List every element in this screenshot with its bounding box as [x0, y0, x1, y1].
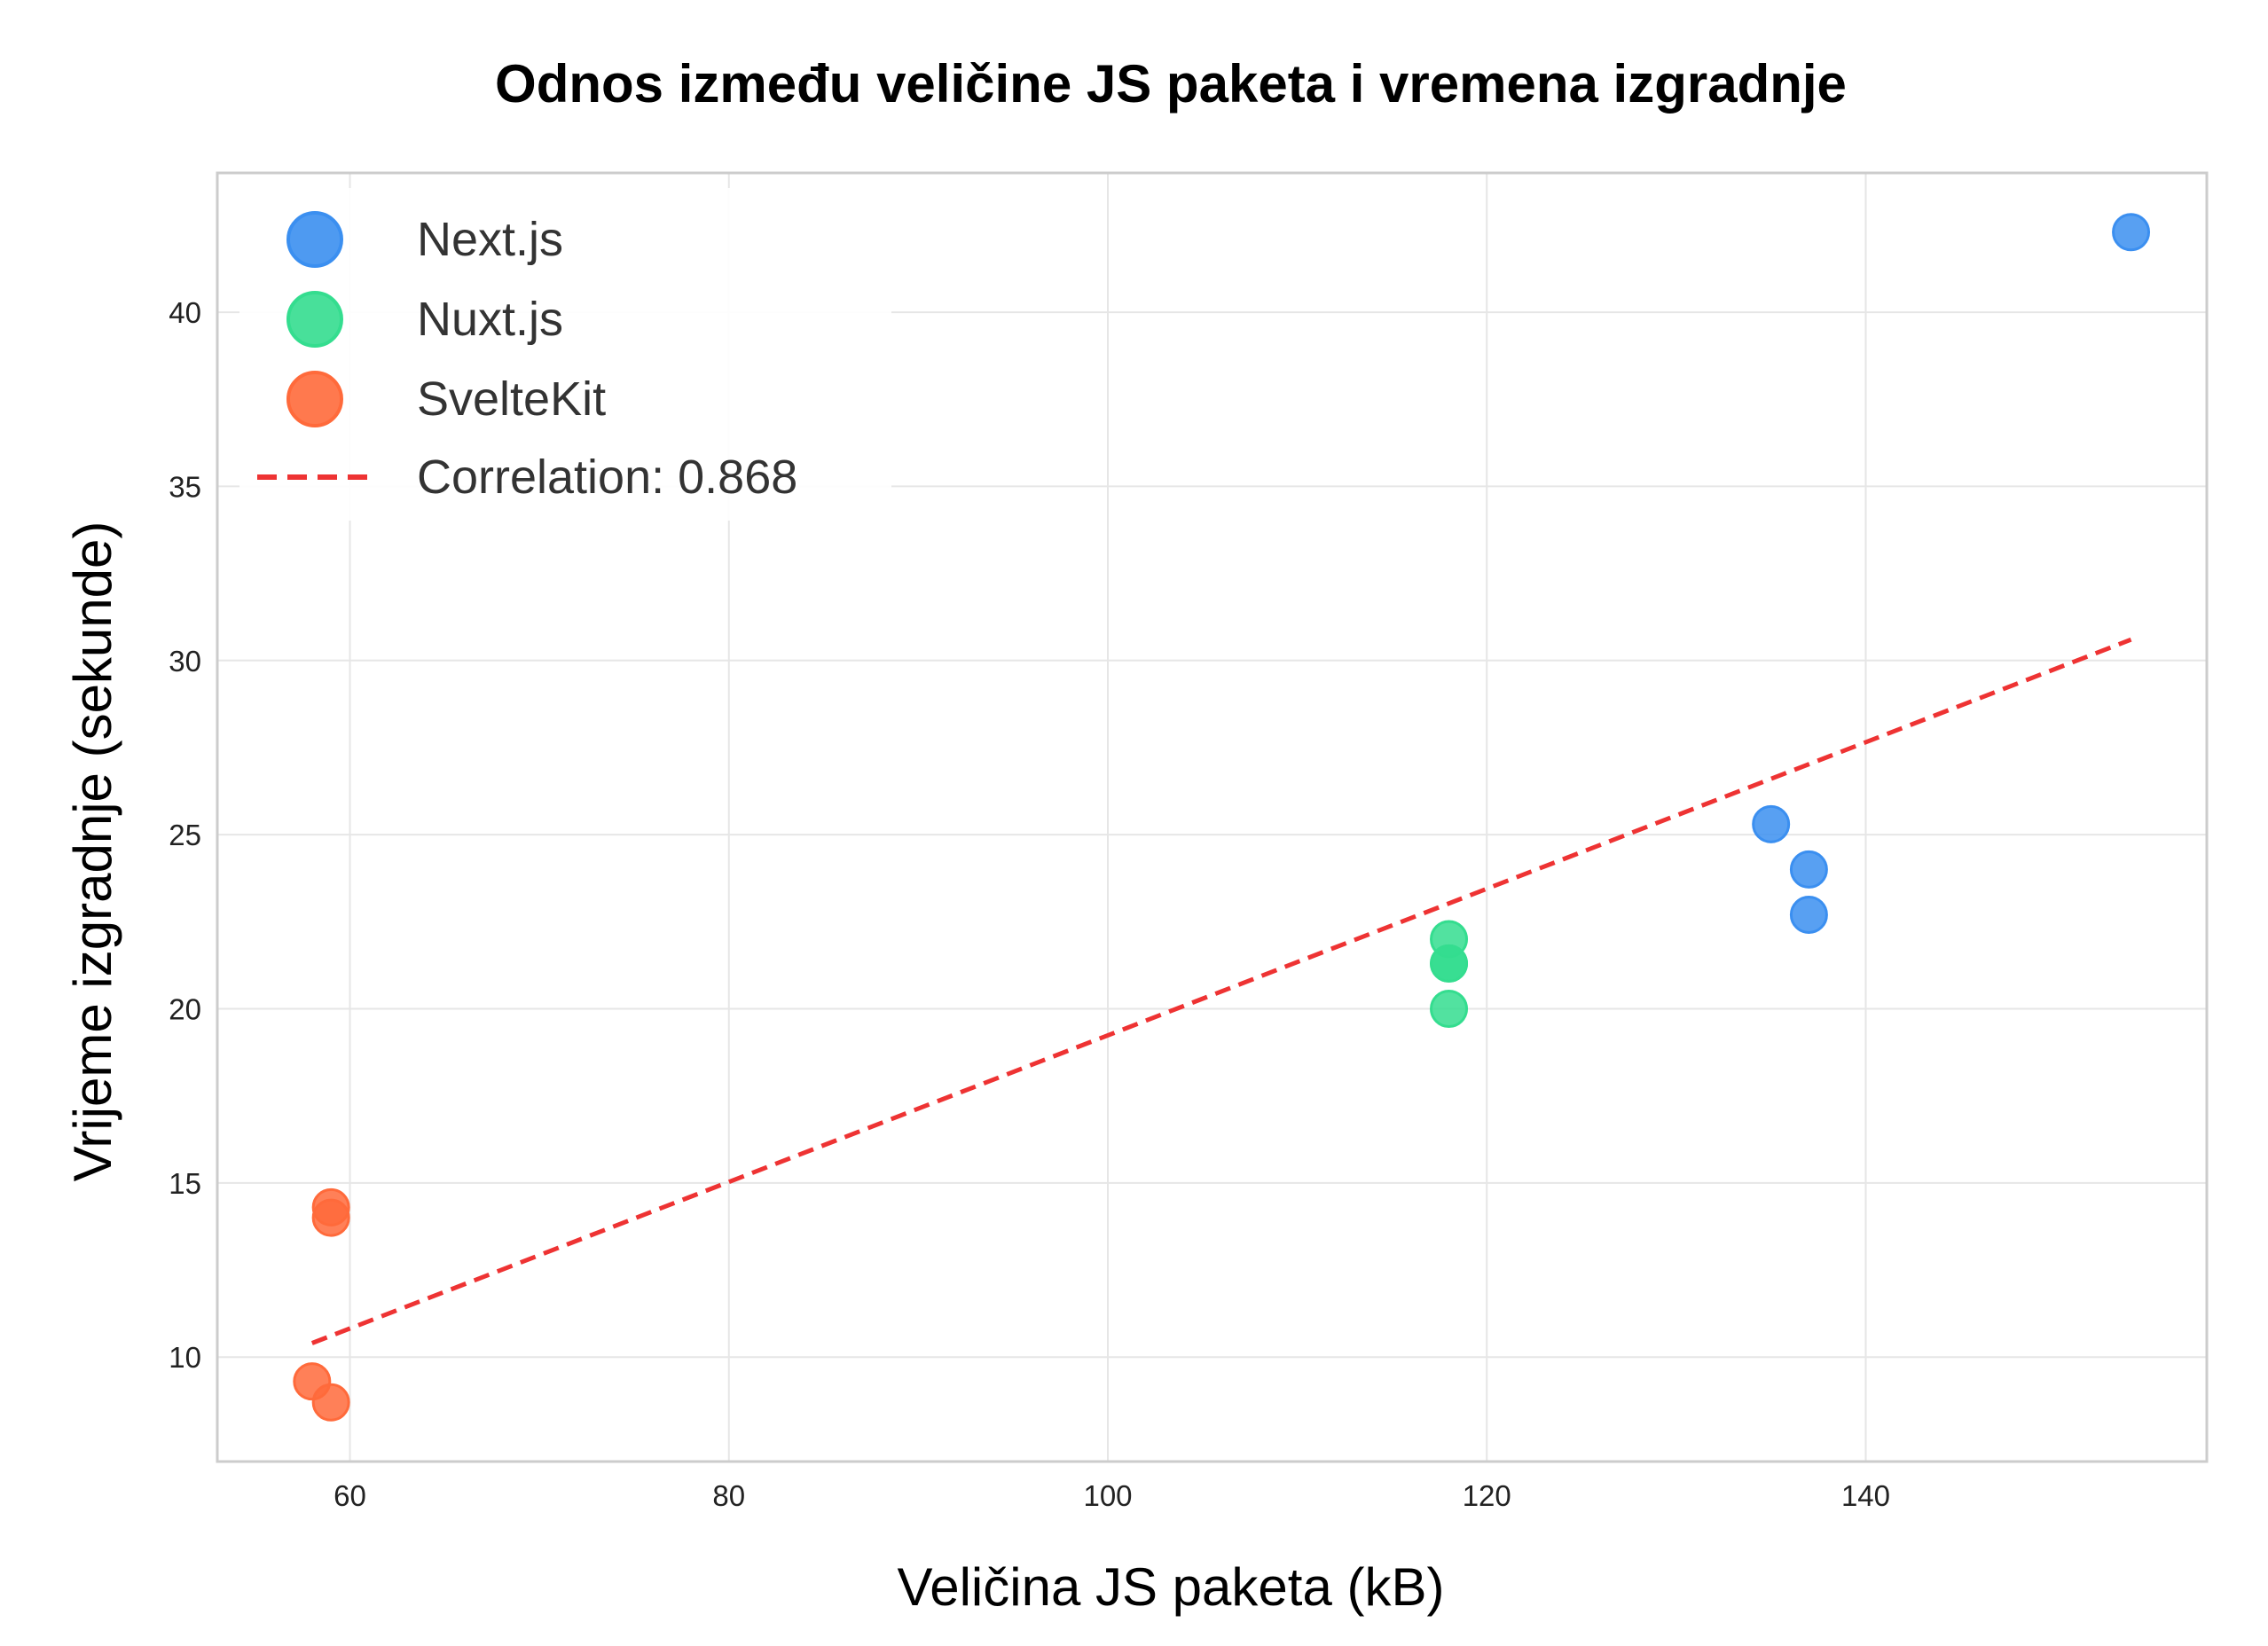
chart-title: Odnos između veličine JS paketa i vremen… — [495, 54, 1847, 114]
y-tick-label: 15 — [169, 1167, 201, 1200]
plot-frame — [216, 171, 2209, 1463]
x-tick-label: 80 — [712, 1479, 745, 1512]
legend-marker — [286, 211, 343, 268]
y-tick-label: 20 — [169, 992, 201, 1025]
y-tick-label: 30 — [169, 645, 201, 678]
x-tick-label: 60 — [334, 1479, 366, 1512]
y-tick-label: 10 — [169, 1341, 201, 1374]
legend-label: Nuxt.js — [417, 293, 563, 346]
data-point — [1789, 895, 1828, 934]
data-point — [1430, 989, 1469, 1028]
x-tick-label: 140 — [1841, 1479, 1890, 1512]
legend-marker — [286, 371, 343, 427]
data-point — [2112, 213, 2151, 252]
trendline-layer — [310, 637, 2132, 1345]
y-tick-label: 25 — [169, 819, 201, 851]
legend-label: Next.js — [417, 213, 563, 266]
tick-labels: 60 80 100 120 140 10 15 20 25 30 35 40 — [169, 296, 1890, 1512]
data-point — [1430, 944, 1469, 983]
legend-label-trendline: Correlation: 0.868 — [417, 451, 797, 504]
x-tick-label: 120 — [1463, 1479, 1511, 1512]
data-point — [311, 1198, 350, 1237]
points-layer — [293, 213, 2151, 1422]
data-point — [1789, 850, 1828, 889]
legend-label: SvelteKit — [417, 372, 606, 426]
trendline — [310, 637, 2132, 1345]
legend-background — [239, 188, 891, 521]
x-tick-label: 100 — [1083, 1479, 1132, 1512]
data-point — [311, 1383, 350, 1422]
y-tick-label: 35 — [169, 470, 201, 503]
y-axis-label: Vrijeme izgradnje (sekunde) — [63, 521, 122, 1182]
y-tick-label: 40 — [169, 296, 201, 329]
legend: Next.js Nuxt.js SvelteKit Correlation: 0.86… — [239, 188, 891, 521]
data-point — [1752, 804, 1791, 843]
x-axis-label: Veličina JS paketa (kB) — [898, 1557, 1445, 1617]
legend-marker — [286, 291, 343, 348]
